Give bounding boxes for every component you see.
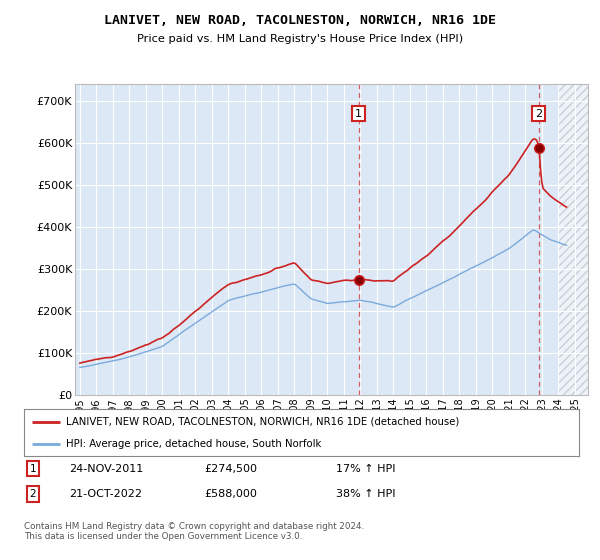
Text: HPI: Average price, detached house, South Norfolk: HPI: Average price, detached house, Sout… — [65, 438, 321, 449]
Text: LANIVET, NEW ROAD, TACOLNESTON, NORWICH, NR16 1DE (detached house): LANIVET, NEW ROAD, TACOLNESTON, NORWICH,… — [65, 417, 459, 427]
Text: 1: 1 — [355, 109, 362, 119]
Text: £588,000: £588,000 — [204, 489, 257, 499]
Text: £274,500: £274,500 — [204, 464, 257, 474]
Text: 1: 1 — [29, 464, 37, 474]
Text: LANIVET, NEW ROAD, TACOLNESTON, NORWICH, NR16 1DE: LANIVET, NEW ROAD, TACOLNESTON, NORWICH,… — [104, 14, 496, 27]
Text: Price paid vs. HM Land Registry's House Price Index (HPI): Price paid vs. HM Land Registry's House … — [137, 34, 463, 44]
Text: 21-OCT-2022: 21-OCT-2022 — [69, 489, 142, 499]
Text: 38% ↑ HPI: 38% ↑ HPI — [336, 489, 395, 499]
Text: 2: 2 — [29, 489, 37, 499]
Text: 24-NOV-2011: 24-NOV-2011 — [69, 464, 143, 474]
Text: Contains HM Land Registry data © Crown copyright and database right 2024.
This d: Contains HM Land Registry data © Crown c… — [24, 522, 364, 542]
Text: 2: 2 — [535, 109, 542, 119]
Text: 17% ↑ HPI: 17% ↑ HPI — [336, 464, 395, 474]
